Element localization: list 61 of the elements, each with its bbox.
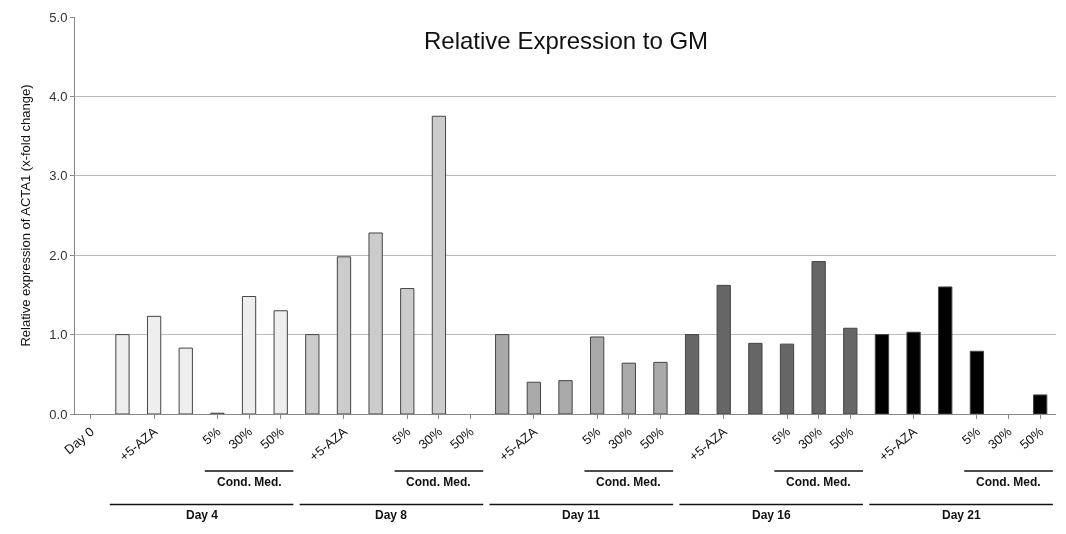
text: Day 16 <box>752 508 792 522</box>
x-tick-label: 50% <box>826 423 857 453</box>
bar <box>748 342 763 414</box>
bar <box>653 361 668 414</box>
bar <box>558 380 573 414</box>
y-tick-label: 1.0 <box>49 327 68 343</box>
x-tick-label: 5% <box>199 423 224 448</box>
text: Cond. Med. <box>406 475 471 489</box>
x-tick-label: 50% <box>257 423 288 453</box>
bar <box>811 261 826 414</box>
x-tick-label: 30% <box>225 423 256 453</box>
x-tick-label: 5% <box>769 423 794 448</box>
bar <box>969 350 985 414</box>
bar <box>273 310 288 414</box>
bar <box>716 284 731 414</box>
x-tick-label: 30% <box>795 423 826 453</box>
text: Cond. Med. <box>217 475 282 489</box>
bar <box>400 288 415 414</box>
bar <box>779 343 795 414</box>
text: Day 4 <box>186 508 219 522</box>
bar <box>1033 394 1048 414</box>
text: Day 21 <box>942 508 982 522</box>
x-tick-label: 30% <box>985 423 1015 453</box>
bar <box>336 256 352 414</box>
bar <box>115 334 130 414</box>
text: Day 11 <box>562 508 601 522</box>
text: Cond. Med. <box>596 475 661 489</box>
bar <box>495 334 510 414</box>
bar <box>590 336 605 414</box>
bar <box>874 334 890 414</box>
x-tick-label: 5% <box>579 423 604 448</box>
y-tick-label: 4.0 <box>49 88 68 104</box>
x-tick-label: 5% <box>389 423 414 448</box>
x-tick-label: Day 0 <box>61 423 97 458</box>
y-axis-title: Relative expression of ACTA1 (x-fold change) <box>18 84 34 347</box>
x-tick-label: 30% <box>605 423 636 453</box>
bar <box>906 331 921 414</box>
bar <box>938 286 953 414</box>
x-tick-label: 30% <box>415 423 446 453</box>
bar <box>368 232 383 414</box>
bar <box>843 327 858 414</box>
text: Cond. Med. <box>976 475 1041 489</box>
bar <box>431 115 447 414</box>
x-tick-label: 50% <box>447 423 477 453</box>
y-tick-label: 0.0 <box>49 406 68 422</box>
y-tick-label: 2.0 <box>49 247 68 263</box>
bar <box>684 334 700 414</box>
bar <box>178 347 193 414</box>
text: Day 8 <box>375 508 408 522</box>
text: Cond. Med. <box>786 475 851 489</box>
x-tick-label: 50% <box>1016 423 1047 453</box>
x-tick-label: 5% <box>958 423 984 448</box>
chart-title: Relative Expression to GM <box>424 27 709 54</box>
bar <box>305 334 320 414</box>
bar <box>621 362 636 414</box>
bar <box>146 315 162 414</box>
bar <box>526 381 541 414</box>
bar <box>241 295 257 414</box>
x-tick-label: 50% <box>636 423 667 453</box>
y-tick-label: 5.0 <box>49 9 68 25</box>
y-tick-label: 3.0 <box>49 168 68 184</box>
